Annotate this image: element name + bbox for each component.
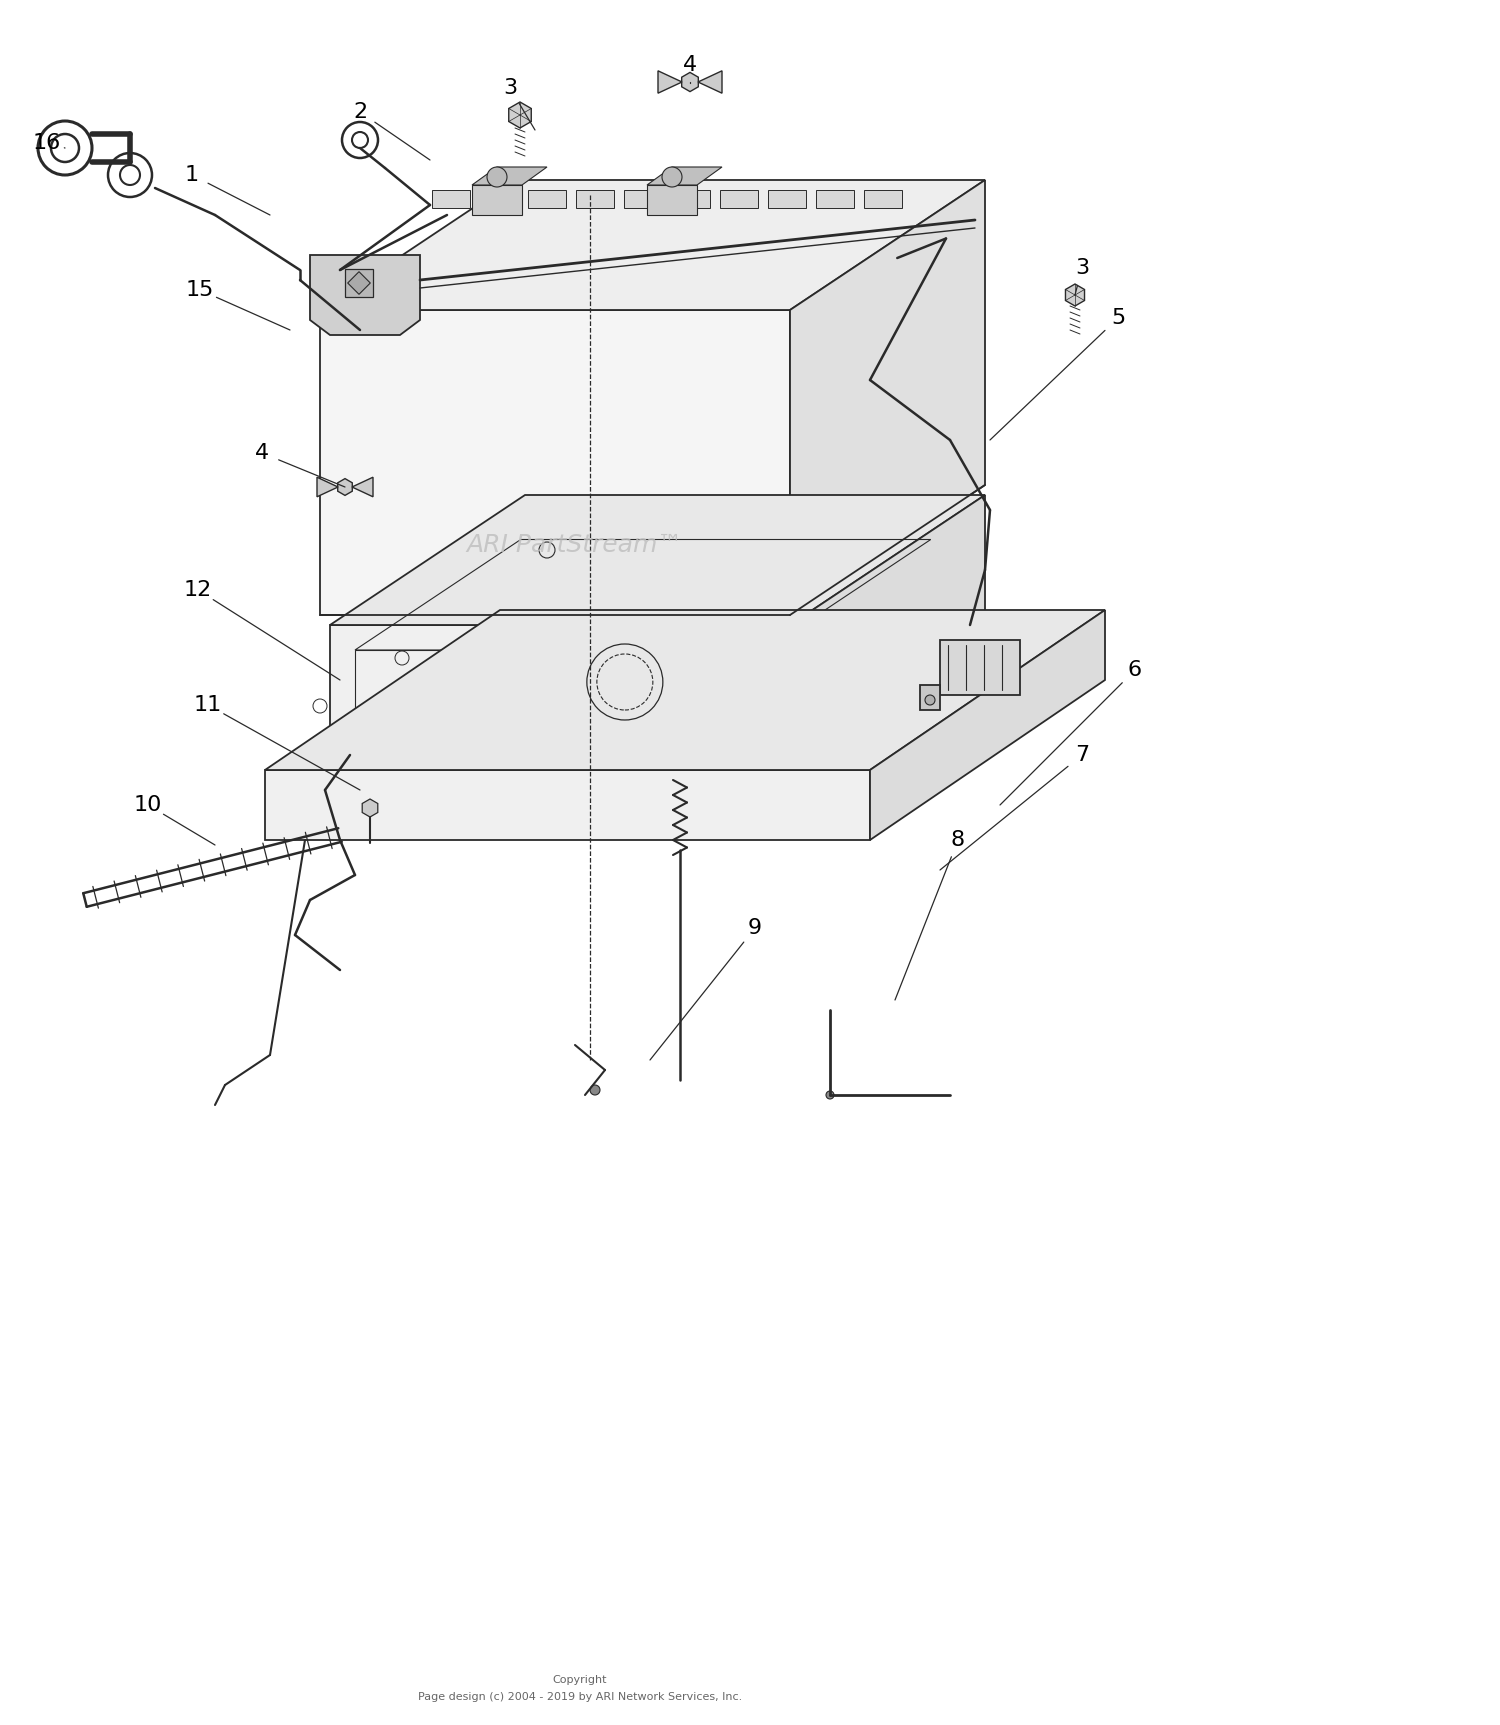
Polygon shape xyxy=(576,190,614,209)
Bar xyxy=(348,271,370,295)
Polygon shape xyxy=(790,495,986,761)
Polygon shape xyxy=(720,190,758,209)
Polygon shape xyxy=(920,685,940,711)
Polygon shape xyxy=(528,190,566,209)
Polygon shape xyxy=(330,624,790,761)
Text: 15: 15 xyxy=(186,279,214,300)
Bar xyxy=(345,269,374,297)
Text: 3: 3 xyxy=(503,78,518,98)
Text: Page design (c) 2004 - 2019 by ARI Network Services, Inc.: Page design (c) 2004 - 2019 by ARI Netwo… xyxy=(419,1692,742,1703)
Circle shape xyxy=(488,167,507,186)
Polygon shape xyxy=(790,179,986,616)
Text: 16: 16 xyxy=(33,133,62,154)
Polygon shape xyxy=(940,640,1020,695)
Polygon shape xyxy=(316,478,338,497)
Polygon shape xyxy=(472,167,548,185)
Text: 8: 8 xyxy=(951,830,964,850)
Text: 3: 3 xyxy=(1076,259,1089,278)
Polygon shape xyxy=(646,185,698,216)
Text: 9: 9 xyxy=(748,918,762,938)
Polygon shape xyxy=(658,71,682,93)
Text: 2: 2 xyxy=(352,102,368,122)
Polygon shape xyxy=(646,167,722,185)
Circle shape xyxy=(590,1085,600,1095)
Text: 10: 10 xyxy=(134,795,162,814)
Polygon shape xyxy=(472,185,522,216)
Text: 1: 1 xyxy=(184,166,200,185)
Text: 11: 11 xyxy=(194,695,222,714)
Polygon shape xyxy=(362,799,378,818)
Polygon shape xyxy=(320,310,791,616)
Polygon shape xyxy=(480,190,518,209)
Polygon shape xyxy=(310,255,420,335)
Polygon shape xyxy=(509,102,531,128)
Polygon shape xyxy=(338,478,352,495)
Text: Copyright: Copyright xyxy=(552,1675,608,1685)
Polygon shape xyxy=(681,72,699,91)
Polygon shape xyxy=(672,190,710,209)
Polygon shape xyxy=(266,769,870,840)
Text: 12: 12 xyxy=(184,580,211,600)
Polygon shape xyxy=(816,190,854,209)
Polygon shape xyxy=(432,190,470,209)
Text: 4: 4 xyxy=(255,443,268,462)
Polygon shape xyxy=(624,190,662,209)
Text: 4: 4 xyxy=(682,55,698,74)
Polygon shape xyxy=(330,495,986,624)
Polygon shape xyxy=(352,478,374,497)
Circle shape xyxy=(926,695,934,706)
Circle shape xyxy=(827,1090,834,1099)
Text: ARI PartStream™: ARI PartStream™ xyxy=(466,533,682,557)
Text: 6: 6 xyxy=(1128,661,1142,680)
Circle shape xyxy=(662,167,682,186)
Polygon shape xyxy=(768,190,806,209)
Polygon shape xyxy=(266,611,1106,769)
Text: 7: 7 xyxy=(1076,745,1089,764)
Polygon shape xyxy=(320,179,986,310)
Polygon shape xyxy=(698,71,721,93)
Polygon shape xyxy=(870,611,1106,840)
Polygon shape xyxy=(1065,285,1084,305)
Text: 5: 5 xyxy=(1112,309,1125,328)
Polygon shape xyxy=(864,190,901,209)
